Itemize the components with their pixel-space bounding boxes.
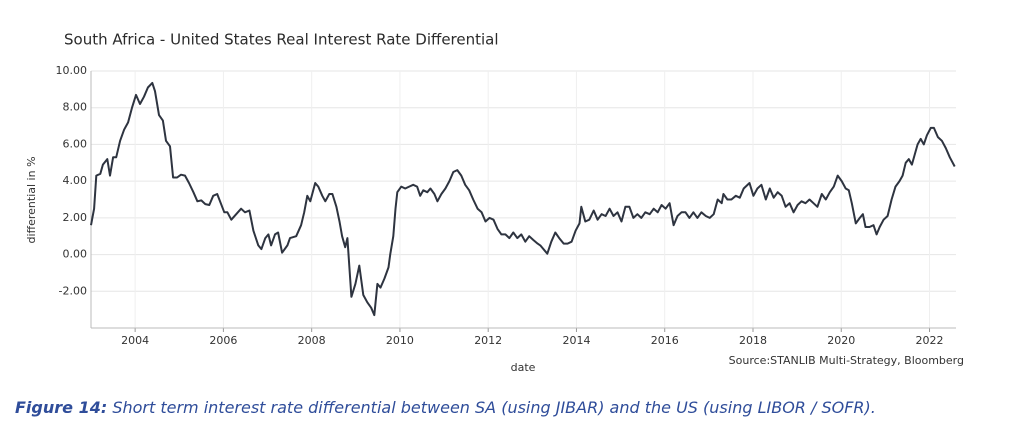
y-tick-label: 4.00 <box>63 174 88 187</box>
y-tick-label: 2.00 <box>63 211 88 224</box>
y-tick-label: 8.00 <box>63 101 88 114</box>
x-tick-label: 2010 <box>386 334 414 347</box>
x-tick-label: 2004 <box>121 334 149 347</box>
y-tick-label: 10.00 <box>56 64 88 77</box>
x-tick-label: 2018 <box>739 334 767 347</box>
x-tick-label: 2008 <box>298 334 326 347</box>
chart: South Africa - United States Real Intere… <box>25 31 964 375</box>
caption-label: Figure 14: <box>15 398 108 417</box>
caption-text: Short term interest rate differential be… <box>112 398 876 417</box>
source-note: Source:STANLIB Multi-Strategy, Bloomberg <box>729 354 964 367</box>
y-tick-label: 6.00 <box>63 137 88 150</box>
x-tick-label: 2014 <box>562 334 590 347</box>
x-tick-label: 2020 <box>827 334 855 347</box>
y-tick-label: 0.00 <box>63 248 88 261</box>
x-axis-label: date <box>511 361 536 374</box>
x-tick-label: 2016 <box>651 334 679 347</box>
x-tick-label: 2006 <box>209 334 237 347</box>
y-axis-label: differential in % <box>25 156 38 243</box>
data-line <box>90 81 956 317</box>
caption: Figure 14: Short term interest rate diff… <box>15 398 876 417</box>
y-tick-label: -2.00 <box>59 284 87 297</box>
x-tick-label: 2012 <box>474 334 502 347</box>
chart-title: South Africa - United States Real Intere… <box>64 31 499 49</box>
x-tick-label: 2022 <box>916 334 944 347</box>
